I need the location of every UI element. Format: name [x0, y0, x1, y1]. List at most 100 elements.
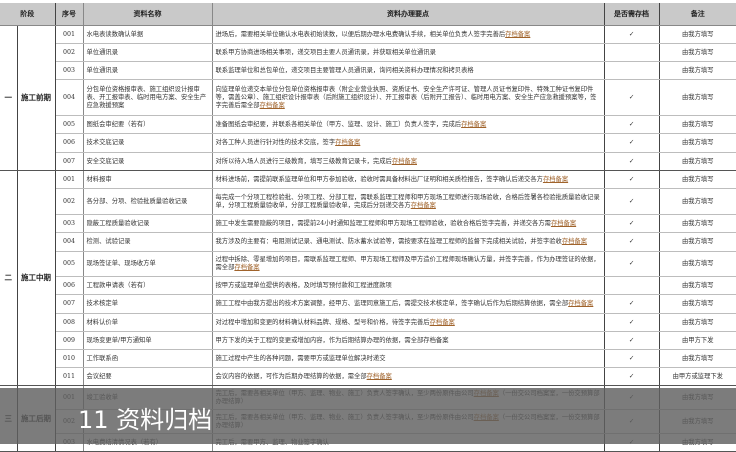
row-archive-required: ✓: [604, 331, 660, 350]
table-row: 007 技术核定单 施工工程中由我方提出的技术方案调整，经甲方、监理同意施工后，需提…: [0, 294, 736, 314]
table-row: 一施工前期 001 水电表读数确认单据 进场后，需要相关单位确认水电表初始读数，以便后…: [0, 25, 736, 171]
header-notes: 备注: [659, 3, 736, 26]
check-icon: ✓: [628, 300, 635, 307]
row-note: 由我方填写: [659, 152, 736, 171]
row-seq: 001: [55, 25, 84, 44]
archive-link[interactable]: 存档备案: [505, 30, 531, 38]
row-note: 由我方填写: [659, 276, 736, 295]
table-row: 010 工作联系函 施工过程中产生的各种问题，需要甲方或监理单位解决时递交 ✓ 由我方填…: [0, 349, 736, 368]
archive-link[interactable]: 存档备案: [366, 372, 392, 380]
row-archive-required: ✓: [604, 152, 660, 171]
key-points-text: 联系监理单位和总包单位，递交项目主要管理人员通讯录，询问相关资料办理情况和拷贝表…: [215, 66, 474, 74]
row-archive-required: ✓: [604, 25, 660, 44]
row-note: 由甲方下发: [659, 331, 736, 350]
check-icon: ✓: [628, 197, 635, 205]
row-seq: 005: [55, 115, 84, 134]
check-icon: ✓: [628, 318, 635, 326]
row-key-points: 完工后，需要各相关单位（甲方、监理、物业、施工）负责人签字确认，至少两份原件由公…: [212, 385, 605, 410]
archive-table: 阶段 序号 资料名称 资料办理要点 是否需存档 备注 一施工前期 001 水电表读数…: [0, 3, 736, 452]
row-seq: 001: [55, 385, 84, 410]
row-archive-required: ✓: [604, 214, 660, 233]
archive-link[interactable]: 存档备案: [561, 238, 588, 245]
archive-link[interactable]: 存档备案: [429, 318, 455, 326]
row-key-points: 联系甲方协商进场相关事项，递交项目主要人员通讯录，并获取相关单位通讯录: [212, 43, 605, 62]
row-note: 由我方填写: [659, 115, 736, 134]
key-points-text: 施工工程中由我方提出的技术方案调整，经甲方、监理同意施工后，需提交技术核定单，签…: [215, 300, 569, 307]
key-points-text: 我方涉及的主要有：电阻测试记录、通电测试、防水蓄水试验等，需按要求在监理工程师的…: [215, 238, 562, 245]
row-note: 由我方填写: [659, 43, 736, 62]
row-key-points: 每完成一个分项工程检验批、分项工程、分部工程，需联系监理工程师和甲方现场工程师进…: [212, 188, 605, 215]
archive-link[interactable]: 存档备案: [542, 175, 569, 183]
key-points-text: 材料进场前，需提前联系监理单位和甲方参加验收，验收时需具备材料出厂证明和相关质检…: [215, 175, 543, 183]
row-key-points: 完工后，需要甲方、监理、物业签字确认: [212, 433, 605, 452]
key-points-text: 对各工种人员进行针对性的技术交底，签字: [215, 139, 336, 146]
row-note: 由我方填写: [659, 385, 736, 410]
row-seq: 003: [55, 433, 84, 452]
check-icon: ✓: [628, 175, 635, 183]
check-icon: ✓: [628, 260, 635, 267]
archive-link[interactable]: 存档备案: [473, 389, 499, 397]
row-archive-required: [604, 61, 660, 80]
archive-link[interactable]: 存档备案: [550, 219, 577, 227]
row-key-points: 联系监理单位和总包单位，递交项目主要管理人员通讯录，询问相关资料办理情况和拷贝表…: [212, 61, 605, 80]
check-icon: ✓: [628, 219, 635, 227]
key-points-text: 甲方下发的关于工程的变更或增加内容，作为后期结算办理的依据，需全部存档备案: [215, 336, 449, 344]
row-note: 由我方填写: [659, 349, 736, 368]
table-row: 007 安全交底记录 对所以待入场人员进行三级教育，填写三级教育记录卡，完成后存档备…: [0, 152, 736, 171]
row-archive-required: ✓: [604, 79, 660, 116]
header-seq: 序号: [55, 3, 84, 26]
row-note: 由我方填写: [659, 188, 736, 215]
phase-name: 施工后期: [17, 385, 56, 452]
archive-link[interactable]: 存档备案: [473, 413, 499, 421]
key-points-text: 对过程中增加和变更的材料确认材料品牌、规格、型号和价格，待签字完善后: [215, 318, 430, 326]
archive-link[interactable]: 存档备案: [461, 120, 487, 128]
key-points-text: 按甲方或监理单位提供的表格，及时填写预付款和工程进度款项: [215, 281, 392, 289]
row-note: 由我方填写: [659, 294, 736, 314]
row-note: 由我方填写: [659, 79, 736, 116]
phase-number: 三: [0, 385, 18, 452]
row-archive-required: ✓: [604, 251, 660, 277]
row-archive-required: ✓: [604, 313, 660, 332]
row-seq: 009: [55, 331, 84, 350]
key-points-text: 会议内容的依据，可作为后期办理结算的依据，需全部: [215, 372, 367, 380]
row-key-points: 材料进场前，需提前联系监理单位和甲方参加验收，验收时需具备材料出厂证明和相关质检…: [212, 170, 605, 189]
archive-link[interactable]: 存档备案: [391, 157, 417, 165]
row-key-points: 施工过程中产生的各种问题，需要甲方或监理单位解决时递交: [212, 349, 605, 368]
check-icon: ✓: [628, 93, 635, 101]
table-row: 003 单位通讯录 联系监理单位和总包单位，递交项目主要管理人员通讯录，询问相关资料…: [0, 61, 736, 80]
archive-table-container: 阶段 序号 资料名称 资料办理要点 是否需存档 备注 一施工前期 001 水电表读数…: [0, 3, 736, 452]
archive-link[interactable]: 存档备案: [234, 264, 260, 271]
row-seq: 005: [55, 251, 84, 277]
key-points-text: 完工后，需要各相关单位（甲方、监理、物业、施工）负责人签字确认，至少两份原件由公…: [215, 389, 474, 397]
row-archive-required: ✓: [604, 409, 660, 434]
check-icon: ✓: [628, 372, 635, 380]
row-doc-name: 水电费结清情况表（若有）: [83, 433, 213, 452]
header-name: 资料名称: [83, 3, 213, 26]
archive-link[interactable]: 存档备案: [335, 139, 361, 146]
row-doc-name: 竣工验收单: [83, 385, 213, 410]
key-points-text: 施工过程中产生的各种问题，需要甲方或监理单位解决时递交: [215, 354, 386, 362]
check-icon: ✓: [628, 157, 635, 165]
row-note: 由我方填写: [659, 433, 736, 452]
row-seq: 007: [55, 294, 84, 314]
row-note: 由我方填写: [659, 232, 736, 252]
archive-link[interactable]: 存档备案: [410, 201, 436, 209]
row-note: 由我方填写: [659, 251, 736, 277]
row-note: 由甲方或监理下发: [659, 367, 736, 386]
key-points-text: 向监理单位递交本单位分包单位资格报审表（附企业营业执照、资质证书、安全生产许可证…: [215, 85, 597, 109]
key-points-text: 完工后，需要甲方、监理、物业签字确认: [215, 438, 329, 446]
archive-link[interactable]: 存档备案: [259, 101, 285, 109]
row-key-points: 会议内容的依据，可作为后期办理结算的依据，需全部存档备案: [212, 367, 605, 386]
check-icon: ✓: [628, 120, 635, 128]
key-points-text: 施工中发生需要隐蔽的项目，需提前24小时通知监理工程师和甲方现场工程师验收，验收…: [215, 219, 551, 227]
archive-link[interactable]: 存档备案: [568, 300, 594, 307]
row-seq: 003: [55, 61, 84, 80]
check-icon: ✓: [628, 393, 635, 401]
row-key-points: 我方涉及的主要有：电阻测试记录、通电测试、防水蓄水试验等，需按要求在监理工程师的…: [212, 232, 605, 252]
table-row: 003 隐蔽工程质量验收记录 施工中发生需要隐蔽的项目，需提前24小时通知监理工程师…: [0, 214, 736, 233]
row-key-points: 对过程中增加和变更的材料确认材料品牌、规格、型号和价格，待签字完善后存档备案: [212, 313, 605, 332]
row-archive-required: ✓: [604, 133, 660, 153]
row-key-points: 甲方下发的关于工程的变更或增加内容，作为后期结算办理的依据，需全部存档备案: [212, 331, 605, 350]
header-archive: 是否需存档: [604, 3, 660, 26]
row-key-points: 施工中发生需要隐蔽的项目，需提前24小时通知监理工程师和甲方现场工程师验收，验收…: [212, 214, 605, 233]
